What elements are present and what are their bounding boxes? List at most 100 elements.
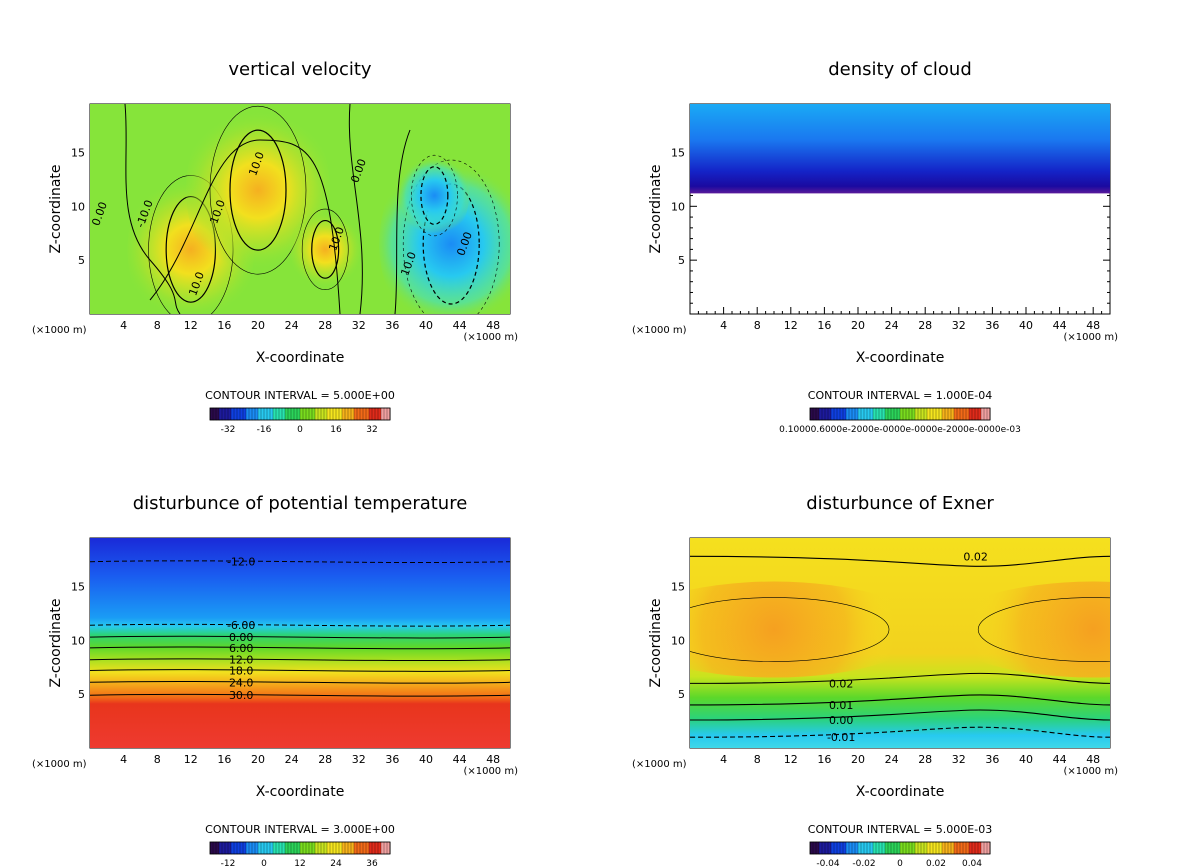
x-tick-label: 16 [817,753,831,766]
chart-title: disturbunce of potential temperature [133,493,468,514]
field [690,104,1110,194]
x-tick-label: 48 [1086,753,1100,766]
x-tick-label: 44 [1053,319,1067,332]
x-tick-label: 24 [285,319,299,332]
colorbar-tick-label: 0 [297,425,303,435]
contour-line [690,672,1110,684]
contour-line [90,635,510,639]
x-unit-right: (×1000 m) [1063,332,1118,343]
contour-label: 12.0 [229,654,254,667]
contour-line [690,597,890,662]
contour-label: 30.0 [229,689,254,702]
x-tick-label: 36 [985,319,999,332]
contour-interval: CONTOUR INTERVAL = 3.000E+00 [205,823,395,836]
x-tick-label: 20 [851,753,865,766]
contour-label: 0.02 [829,677,854,690]
x-tick-label: 16 [817,319,831,332]
colorbar-frame [209,841,391,855]
contour-line [90,680,510,684]
x-tick-label: 24 [285,753,299,766]
x-tick-label: 48 [1086,319,1100,332]
x-tick-label: 8 [754,319,761,332]
colorbar-frame [209,407,391,421]
chart-title: vertical velocity [228,59,372,80]
x-tick-label: 16 [217,753,231,766]
contour-label: 18.0 [229,664,254,677]
x-tick-label: 4 [720,753,727,766]
contour-interval: CONTOUR INTERVAL = 5.000E+00 [205,389,395,402]
colorbar: 0.10000.6000e-2000e-0000e-0000e-2000e-00… [779,407,1021,435]
contour-line [90,646,510,650]
contour-interval: CONTOUR INTERVAL = 5.000E-03 [808,823,992,836]
colorbar-frame [809,841,991,855]
x-tick-label: 40 [1019,319,1033,332]
x-tick-label: 36 [985,753,999,766]
contour-line [209,105,307,275]
y-tick-label: 10 [671,634,685,647]
x-tick-label: 40 [419,319,433,332]
x-tick-label: 44 [453,319,467,332]
x-unit-left: (×1000 m) [32,759,87,770]
contour-line [420,166,449,225]
contour-label: 0.02 [963,550,988,563]
x-tick-label: 32 [952,319,966,332]
y-tick-label: 10 [671,200,685,213]
x-tick-label: 8 [154,319,161,332]
y-tick-label: 15 [71,580,85,593]
contour-line [402,159,500,314]
x-tick-label: 40 [419,753,433,766]
y-tick-label: 5 [78,688,85,701]
cloud-layer [690,104,1110,194]
contour-label: 0.00 [229,631,254,644]
high-region [943,581,1110,678]
contour-line [90,560,510,564]
x-tick-label: 20 [851,319,865,332]
field: 0.02 0.02 0.01 0.00 -0.01 [690,538,1110,748]
y-tick-label: 15 [71,146,85,159]
x-tick-label: 20 [251,319,265,332]
contour-line [348,104,363,314]
x-tick-label: 20 [251,753,265,766]
colorbar: -32 -16 0 16 32 [209,407,391,435]
x-tick-label: 32 [352,753,366,766]
high-region [690,581,924,678]
chart-title: disturbunce of Exner [806,493,994,514]
y-tick-label: 15 [671,580,685,593]
y-tick-label: 10 [71,634,85,647]
field-background [90,538,510,748]
x-tick-label: 28 [918,753,932,766]
x-unit-left: (×1000 m) [632,759,687,770]
colorbar-tick-label: -16 [257,425,272,435]
contour-line [411,154,458,237]
contour-line [90,693,510,697]
contour-line [690,694,1110,706]
x-tick-label: 28 [918,319,932,332]
contour-line [229,129,287,251]
x-unit-left: (×1000 m) [632,325,687,336]
x-unit-right: (×1000 m) [463,332,518,343]
x-tick-label: 12 [784,319,798,332]
colorbar-tick-label: 16 [330,425,342,435]
contour-line [301,208,349,291]
y-axis-label: Z-coordinate [648,598,664,687]
x-axis-label: X-coordinate [856,784,945,800]
y-tick-label: 10 [71,200,85,213]
x-unit-right: (×1000 m) [1063,766,1118,777]
x-tick-label: 8 [754,753,761,766]
x-tick-label: 32 [352,319,366,332]
contour-label: 6.00 [229,642,254,655]
colorbar-tick-label: 36 [366,859,378,868]
colorbar-tick-label: 12 [294,859,305,868]
contour-line [90,658,510,662]
y-axis-label: Z-coordinate [48,598,64,687]
contour-line [90,669,510,672]
colorbar-tick-label: 0 [897,859,903,868]
contour-interval: CONTOUR INTERVAL = 1.000E-04 [808,389,992,402]
